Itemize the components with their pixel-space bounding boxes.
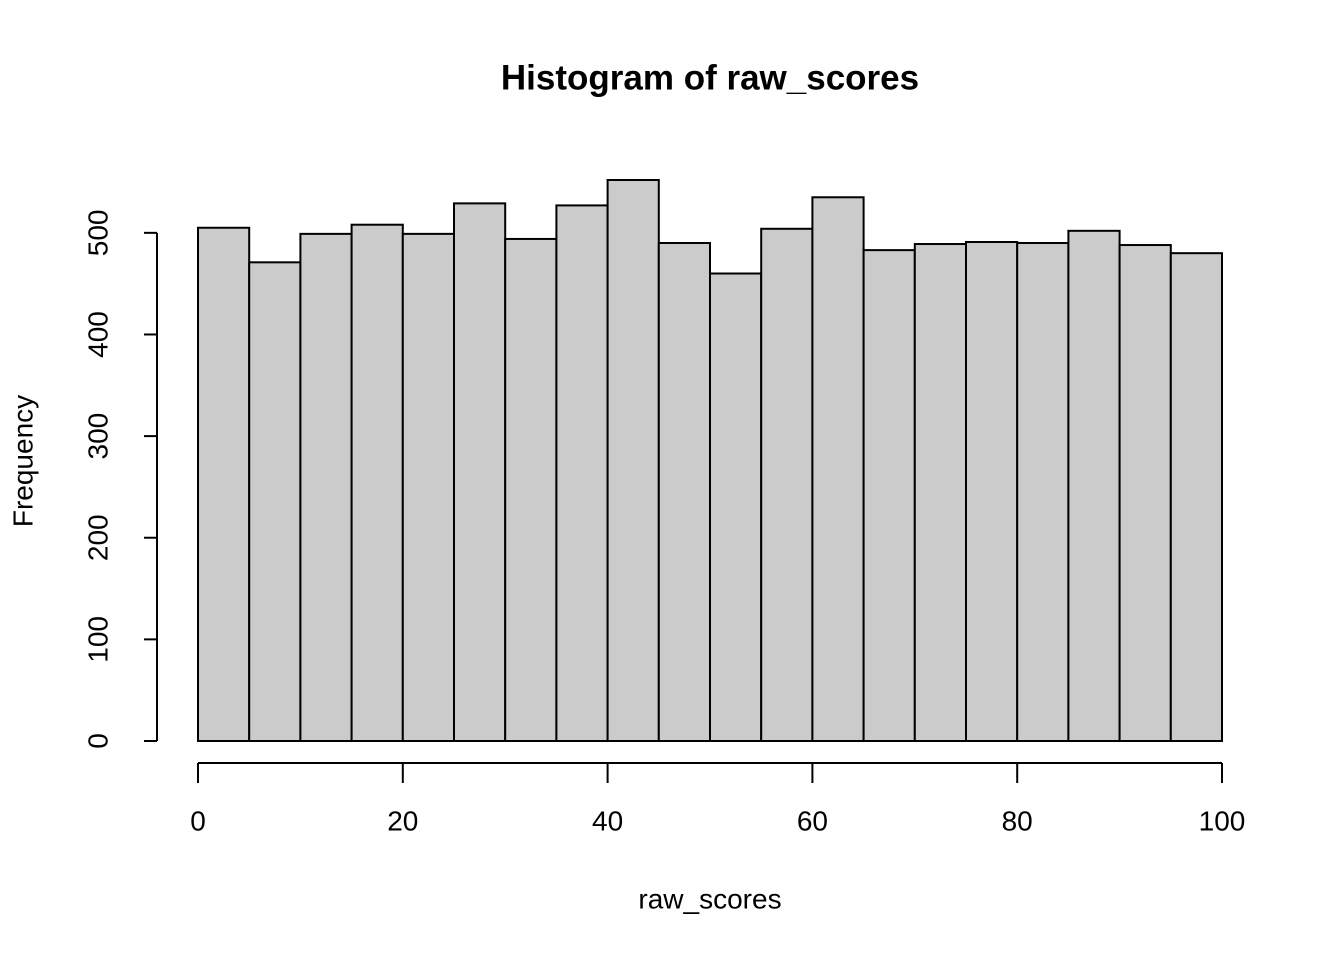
y-tick-label: 100 <box>82 616 113 663</box>
y-axis-label: Frequency <box>7 395 38 527</box>
bar <box>1169 252 1224 742</box>
y-tick-label: 300 <box>82 413 113 460</box>
bar <box>350 223 404 742</box>
bar <box>248 261 302 742</box>
bar <box>709 272 763 742</box>
x-tick-label: 80 <box>1002 805 1033 836</box>
bar <box>1118 244 1172 742</box>
x-tick-label: 60 <box>797 805 828 836</box>
y-tick-label: 200 <box>82 514 113 561</box>
bar <box>504 237 558 742</box>
bar <box>1016 242 1070 742</box>
x-tick-label: 40 <box>592 805 623 836</box>
bar <box>965 240 1019 742</box>
x-tick-label: 0 <box>190 805 206 836</box>
x-tick-label: 100 <box>1199 805 1246 836</box>
bar <box>657 242 711 742</box>
bar <box>401 232 455 742</box>
bar <box>862 249 916 742</box>
x-axis-label: raw_scores <box>638 883 781 914</box>
x-tick-label: 20 <box>387 805 418 836</box>
chart-title: Histogram of raw_scores <box>501 58 919 97</box>
y-tick-label: 500 <box>82 209 113 256</box>
bar <box>299 232 353 742</box>
bar <box>555 204 609 743</box>
bar <box>760 227 814 743</box>
y-tick-label: 400 <box>82 311 113 358</box>
bar <box>197 226 251 743</box>
bar <box>606 179 660 742</box>
bar <box>913 243 967 743</box>
bar <box>1067 229 1121 742</box>
bar <box>453 202 507 742</box>
y-tick-label: 0 <box>82 733 113 749</box>
bar <box>811 196 865 743</box>
